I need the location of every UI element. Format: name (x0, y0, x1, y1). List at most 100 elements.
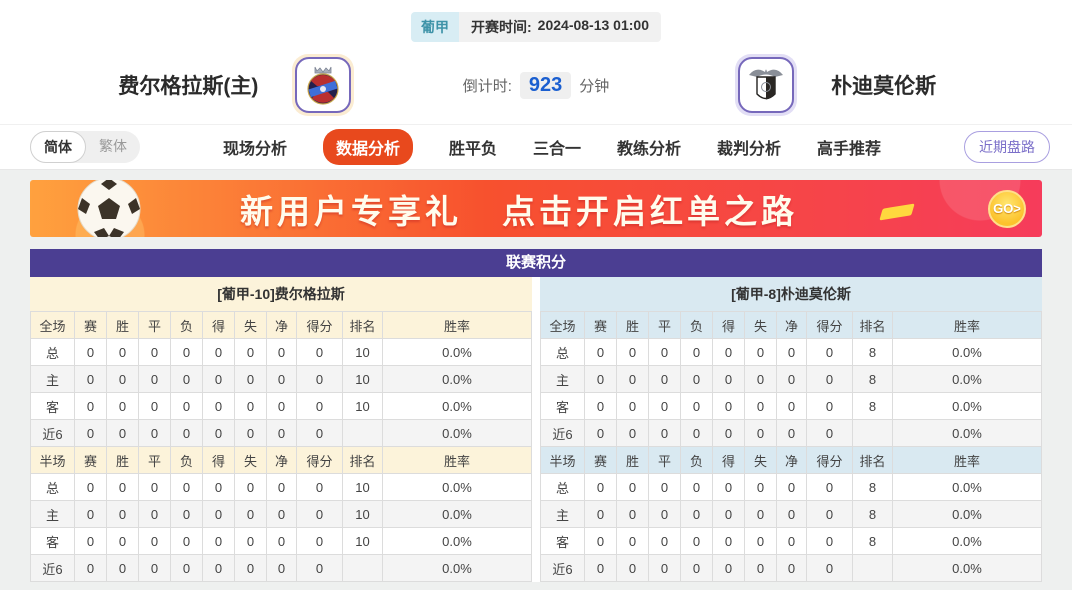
stat-cell: 0 (74, 554, 107, 582)
stat-cell: 0 (296, 473, 343, 501)
lang-simplified[interactable]: 简体 (30, 131, 86, 163)
stat-cell: 0 (138, 392, 171, 420)
column-header: 排名 (342, 311, 383, 339)
stat-cell: 0 (616, 554, 649, 582)
column-header: 净 (776, 311, 807, 339)
stat-cell: 0 (648, 473, 681, 501)
table-row: 近6 0 0 0 0 0 0 0 0 0.0% (30, 554, 532, 582)
stat-cell: 0 (74, 500, 107, 528)
column-header: 净 (266, 446, 297, 474)
stat-cell: 0 (648, 392, 681, 420)
stat-cell: 0 (648, 554, 681, 582)
tab-裁判分析[interactable]: 裁判分析 (717, 141, 782, 158)
stat-cell: 10 (342, 365, 383, 393)
soccer-ball-icon (77, 180, 141, 237)
match-header: 葡甲 开赛时间: 2024-08-13 01:00 费尔格拉斯(主) (0, 0, 1072, 125)
standings-title: 联赛积分 (30, 249, 1042, 277)
table-row: 近6 0 0 0 0 0 0 0 0 0.0% (540, 554, 1042, 582)
stat-cell: 0 (584, 419, 617, 447)
stat-cell: 0 (648, 338, 681, 366)
stat-cell: 0 (296, 419, 343, 447)
column-header: 赛 (584, 311, 617, 339)
stat-cell: 0 (584, 338, 617, 366)
table-row: 主 0 0 0 0 0 0 0 0 8 0.0% (540, 500, 1042, 528)
lang-traditional[interactable]: 繁体 (99, 138, 127, 154)
stat-cell: 0.0% (382, 554, 532, 582)
stat-cell: 0 (584, 527, 617, 555)
promo-banner[interactable]: 新用户专享礼 点击开启红单之路 GO> (30, 180, 1042, 237)
stat-cell: 0 (106, 392, 139, 420)
row-label: 客 (30, 527, 75, 555)
stat-cell: 0 (776, 392, 807, 420)
column-header: 得 (202, 311, 235, 339)
stat-cell: 0 (170, 365, 203, 393)
home-team-logo (292, 54, 355, 116)
tab-三合一[interactable]: 三合一 (532, 141, 581, 158)
table-row: 近6 0 0 0 0 0 0 0 0 0.0% (540, 419, 1042, 447)
stat-cell: 0 (680, 338, 713, 366)
column-header: 净 (776, 446, 807, 474)
league-badge[interactable]: 葡甲 (411, 12, 459, 42)
stat-cell: 0 (138, 338, 171, 366)
stat-cell: 0 (744, 419, 777, 447)
standings-team-headers: [葡甲-10]费尔格拉斯 [葡甲-8]朴迪莫伦斯 (30, 277, 1042, 311)
stat-cell: 0 (744, 365, 777, 393)
home-crest-icon (295, 57, 352, 113)
column-header: 失 (744, 311, 777, 339)
away-standings-header: [葡甲-8]朴迪莫伦斯 (540, 277, 1042, 311)
kickoff-info: 葡甲 开赛时间: 2024-08-13 01:00 (411, 12, 661, 42)
column-header: 胜率 (382, 446, 532, 474)
stat-cell: 0 (170, 500, 203, 528)
stat-cell: 0 (648, 365, 681, 393)
stat-cell: 0 (616, 365, 649, 393)
stat-cell (852, 554, 893, 582)
row-label: 近6 (30, 554, 75, 582)
go-button[interactable]: GO> (988, 189, 1026, 228)
stat-cell: 0 (744, 554, 777, 582)
stat-cell: 0.0% (892, 419, 1042, 447)
stat-cell: 0 (170, 554, 203, 582)
stat-cell: 10 (342, 338, 383, 366)
stat-cell: 0 (234, 419, 267, 447)
tab-数据分析[interactable]: 数据分析 (322, 129, 413, 165)
column-header: 得分 (296, 311, 343, 339)
stat-cell: 0 (744, 527, 777, 555)
stat-cell: 0 (616, 500, 649, 528)
tab-现场分析[interactable]: 现场分析 (222, 141, 287, 158)
stat-cell: 0 (806, 419, 853, 447)
column-header: 赛 (584, 446, 617, 474)
stat-cell: 0 (202, 554, 235, 582)
stat-cell: 0 (202, 527, 235, 555)
stat-cell: 8 (852, 473, 893, 501)
stat-cell (852, 419, 893, 447)
column-header: 胜 (616, 446, 649, 474)
stat-cell: 0.0% (382, 500, 532, 528)
stat-cell: 0 (266, 554, 297, 582)
stat-cell: 0 (266, 392, 297, 420)
stat-cell: 0 (138, 527, 171, 555)
stat-cell: 0 (106, 338, 139, 366)
stat-cell: 0 (266, 527, 297, 555)
row-label: 客 (540, 527, 585, 555)
tab-高手推荐[interactable]: 高手推荐 (817, 141, 882, 158)
stat-cell: 0 (202, 392, 235, 420)
stat-cell: 0 (712, 527, 745, 555)
table-row: 总 0 0 0 0 0 0 0 0 8 0.0% (540, 473, 1042, 501)
tab-胜平负[interactable]: 胜平负 (448, 141, 497, 158)
stat-cell: 0 (744, 392, 777, 420)
stat-cell: 0 (266, 500, 297, 528)
recent-odds-button[interactable]: 近期盘路 (964, 131, 1050, 163)
stat-cell: 0 (234, 392, 267, 420)
stat-cell: 0 (806, 500, 853, 528)
column-header: 半场 (30, 446, 75, 474)
stat-cell: 0.0% (382, 473, 532, 501)
stat-cell: 0 (138, 365, 171, 393)
tab-教练分析[interactable]: 教练分析 (617, 141, 682, 158)
column-header: 平 (648, 311, 681, 339)
row-label: 总 (30, 338, 75, 366)
stat-cell (342, 554, 383, 582)
stat-cell: 0 (584, 473, 617, 501)
stat-cell: 0 (74, 365, 107, 393)
countdown: 倒计时: 923 分钟 (433, 71, 640, 99)
confetti-icon (879, 203, 915, 221)
